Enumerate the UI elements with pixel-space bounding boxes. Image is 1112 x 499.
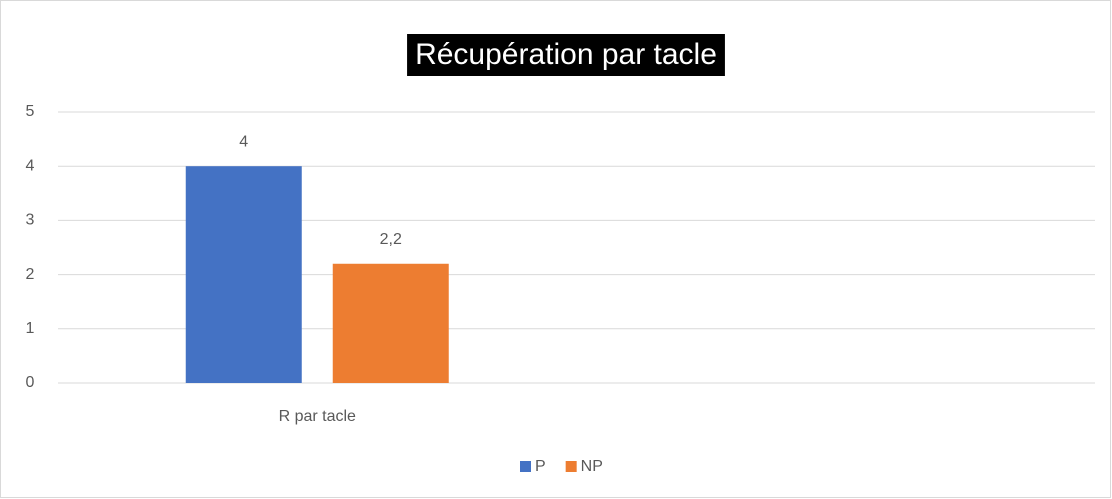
data-label: 4 bbox=[239, 133, 248, 150]
bar bbox=[332, 263, 449, 383]
bar bbox=[185, 166, 302, 383]
x-tick-label: R par tacle bbox=[279, 408, 356, 425]
title-background bbox=[407, 34, 725, 76]
data-label: 2,2 bbox=[380, 231, 402, 248]
y-tick-label: 0 bbox=[26, 374, 35, 391]
legend-label: P bbox=[535, 458, 546, 475]
chart-title: Récupération par tacle bbox=[415, 38, 717, 71]
y-tick-label: 2 bbox=[26, 266, 35, 283]
legend-swatch bbox=[520, 461, 531, 472]
y-tick-label: 1 bbox=[26, 320, 35, 337]
y-tick-label: 4 bbox=[26, 157, 35, 174]
y-tick-label: 5 bbox=[26, 103, 35, 120]
legend-label: NP bbox=[581, 458, 603, 475]
y-tick-label: 3 bbox=[26, 212, 35, 229]
legend-swatch bbox=[565, 461, 577, 472]
